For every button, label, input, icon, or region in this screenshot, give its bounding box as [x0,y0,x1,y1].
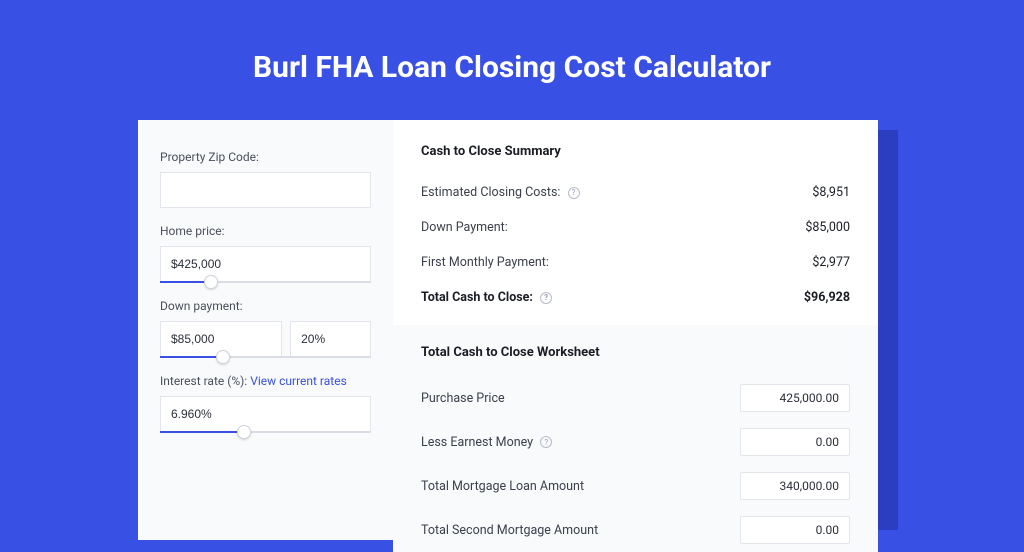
interest-field: Interest rate (%): View current rates [160,374,371,433]
worksheet-row: Total Mortgage Loan Amount 340,000.00 [421,464,850,508]
summary-total-row: Total Cash to Close: ? $96,928 [421,280,850,315]
results-column: Cash to Close Summary Estimated Closing … [393,120,878,540]
zip-label: Property Zip Code: [160,150,371,164]
worksheet-value[interactable]: 0.00 [740,428,850,456]
worksheet-value[interactable]: 425,000.00 [740,384,850,412]
worksheet-label: Less Earnest Money ? [421,435,552,450]
interest-slider[interactable] [160,431,371,433]
worksheet-value[interactable]: 340,000.00 [740,472,850,500]
worksheet-label-text: Less Earnest Money [421,435,533,450]
worksheet-section: Total Cash to Close Worksheet Purchase P… [393,325,878,552]
worksheet-row: Total Second Mortgage Amount 0.00 [421,508,850,552]
help-icon[interactable]: ? [540,292,552,304]
worksheet-row: Purchase Price 425,000.00 [421,376,850,420]
summary-label: Estimated Closing Costs: ? [421,185,580,200]
home-price-field: Home price: [160,224,371,283]
down-payment-label: Down payment: [160,299,371,313]
slider-thumb-icon[interactable] [204,275,218,289]
worksheet-label: Purchase Price [421,391,505,406]
summary-value: $85,000 [805,220,850,235]
worksheet-label: Total Mortgage Loan Amount [421,479,584,494]
home-price-slider[interactable] [160,281,371,283]
worksheet-value[interactable]: 0.00 [740,516,850,544]
summary-row: First Monthly Payment: $2,977 [421,245,850,280]
home-price-input[interactable] [160,246,371,282]
zip-input[interactable] [160,172,371,208]
interest-label: Interest rate (%): View current rates [160,374,371,388]
worksheet-row: Less Earnest Money ? 0.00 [421,420,850,464]
down-payment-field: Down payment: [160,299,371,358]
home-price-label: Home price: [160,224,371,238]
summary-total-label: Total Cash to Close: ? [421,290,552,305]
summary-label: Down Payment: [421,220,508,235]
summary-row: Estimated Closing Costs: ? $8,951 [421,175,850,210]
worksheet-label: Total Second Mortgage Amount [421,523,598,538]
interest-input[interactable] [160,396,371,432]
summary-total-label-text: Total Cash to Close: [421,290,533,305]
inputs-column: Property Zip Code: Home price: Down paym… [138,120,393,540]
summary-total-value: $96,928 [804,290,850,305]
down-payment-slider[interactable] [160,356,371,358]
help-icon[interactable]: ? [540,436,552,448]
page-title: Burl FHA Loan Closing Cost Calculator [0,0,1024,113]
view-rates-link[interactable]: View current rates [250,374,347,388]
worksheet-title: Total Cash to Close Worksheet [421,345,850,360]
calculator-card: Property Zip Code: Home price: Down paym… [138,120,878,540]
slider-thumb-icon[interactable] [216,350,230,364]
summary-label: First Monthly Payment: [421,255,549,270]
summary-value: $8,951 [812,185,850,200]
summary-label-text: Estimated Closing Costs: [421,185,560,200]
help-icon[interactable]: ? [568,187,580,199]
summary-title: Cash to Close Summary [421,144,850,159]
summary-row: Down Payment: $85,000 [421,210,850,245]
slider-thumb-icon[interactable] [237,425,251,439]
down-payment-pct-input[interactable] [290,321,371,357]
zip-field: Property Zip Code: [160,150,371,208]
interest-label-text: Interest rate (%): [160,374,247,388]
summary-value: $2,977 [812,255,850,270]
